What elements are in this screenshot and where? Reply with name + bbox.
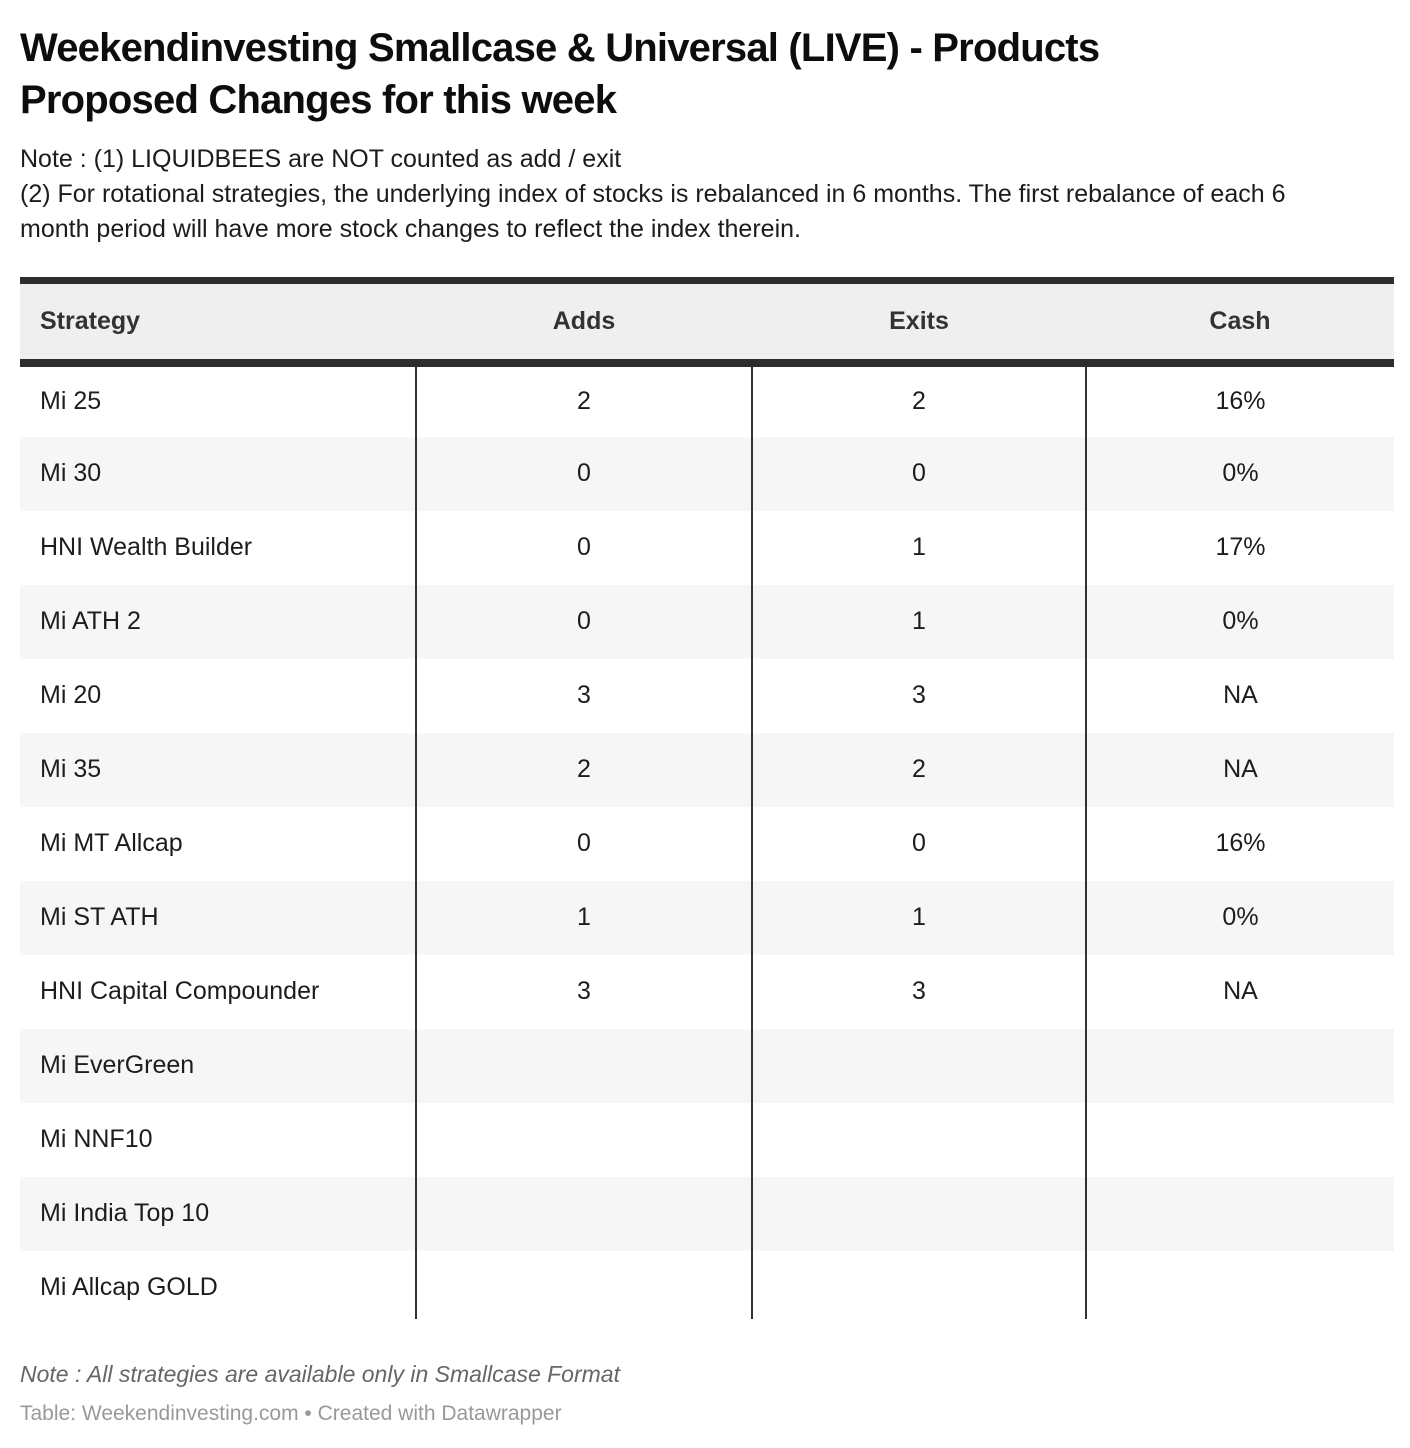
cell-exits: 3 bbox=[751, 658, 1086, 733]
table-row: HNI Capital Compounder 3 3 NA bbox=[20, 954, 1394, 1029]
cell-strategy: Mi 35 bbox=[20, 732, 416, 807]
cell-cash: 0% bbox=[1085, 880, 1394, 955]
note-rotational: (2) For rotational strategies, the under… bbox=[20, 180, 1286, 243]
table-header: Strategy Adds Exits Cash bbox=[20, 277, 1394, 367]
cell-exits: 1 bbox=[751, 584, 1086, 659]
cell-adds: 3 bbox=[415, 658, 752, 733]
table-row: HNI Wealth Builder 0 1 17% bbox=[20, 510, 1394, 585]
cell-cash: 0% bbox=[1085, 584, 1394, 659]
column-header-exits: Exits bbox=[752, 277, 1086, 367]
table-row: Mi 25 2 2 16% bbox=[20, 362, 1394, 437]
cell-exits: 1 bbox=[751, 510, 1086, 585]
table-row: Mi MT Allcap 0 0 16% bbox=[20, 806, 1394, 881]
cell-cash bbox=[1085, 1176, 1394, 1251]
cell-strategy: Mi 30 bbox=[20, 436, 416, 511]
cell-strategy: Mi Allcap GOLD bbox=[20, 1250, 416, 1319]
page-title-line-2: Proposed Changes for this week bbox=[20, 78, 617, 122]
cell-adds: 0 bbox=[415, 806, 752, 881]
table-row: Mi ST ATH 1 1 0% bbox=[20, 880, 1394, 955]
cell-exits bbox=[751, 1176, 1086, 1251]
cell-adds bbox=[415, 1176, 752, 1251]
cell-strategy: Mi MT Allcap bbox=[20, 806, 416, 881]
footer-note: Note : All strategies are available only… bbox=[20, 1361, 620, 1387]
attribution: Table: Weekendinvesting.com • Created wi… bbox=[20, 1402, 562, 1425]
cell-exits: 0 bbox=[751, 806, 1086, 881]
cell-strategy: HNI Wealth Builder bbox=[20, 510, 416, 585]
cell-adds: 0 bbox=[415, 584, 752, 659]
cell-adds: 3 bbox=[415, 954, 752, 1029]
cell-cash: 16% bbox=[1085, 362, 1394, 437]
cell-cash: 17% bbox=[1085, 510, 1394, 585]
table-row: Mi EverGreen bbox=[20, 1028, 1394, 1103]
cell-exits: 2 bbox=[751, 362, 1086, 437]
table-row: Mi India Top 10 bbox=[20, 1176, 1394, 1251]
cell-cash: 16% bbox=[1085, 806, 1394, 881]
table-header-row: Strategy Adds Exits Cash bbox=[20, 277, 1394, 367]
cell-exits: 3 bbox=[751, 954, 1086, 1029]
page-title: Weekendinvesting Smallcase & Universal (… bbox=[20, 22, 1392, 126]
table-row: Mi 20 3 3 NA bbox=[20, 658, 1394, 733]
cell-cash bbox=[1085, 1250, 1394, 1319]
cell-cash: NA bbox=[1085, 732, 1394, 807]
cell-strategy: HNI Capital Compounder bbox=[20, 954, 416, 1029]
cell-adds: 2 bbox=[415, 362, 752, 437]
cell-adds bbox=[415, 1028, 752, 1103]
page-title-line-1: Weekendinvesting Smallcase & Universal (… bbox=[20, 26, 1100, 70]
cell-cash: NA bbox=[1085, 658, 1394, 733]
cell-exits bbox=[751, 1250, 1086, 1319]
cell-exits: 2 bbox=[751, 732, 1086, 807]
cell-cash: 0% bbox=[1085, 436, 1394, 511]
cell-exits: 0 bbox=[751, 436, 1086, 511]
cell-strategy: Mi India Top 10 bbox=[20, 1176, 416, 1251]
cell-strategy: Mi ST ATH bbox=[20, 880, 416, 955]
cell-adds bbox=[415, 1102, 752, 1177]
cell-exits bbox=[751, 1028, 1086, 1103]
cell-adds: 0 bbox=[415, 436, 752, 511]
cell-adds: 0 bbox=[415, 510, 752, 585]
cell-strategy: Mi NNF10 bbox=[20, 1102, 416, 1177]
column-header-strategy: Strategy bbox=[20, 277, 416, 367]
table-row: Mi NNF10 bbox=[20, 1102, 1394, 1177]
table-row: Mi Allcap GOLD bbox=[20, 1250, 1394, 1319]
cell-adds bbox=[415, 1250, 752, 1319]
header-notes: Note : (1) LIQUIDBEES are NOT counted as… bbox=[20, 142, 1360, 247]
cell-cash bbox=[1085, 1028, 1394, 1103]
data-table: Strategy Adds Exits Cash Mi 25 2 2 16% M… bbox=[20, 277, 1394, 1319]
cell-cash: NA bbox=[1085, 954, 1394, 1029]
cell-strategy: Mi 20 bbox=[20, 658, 416, 733]
cell-strategy: Mi EverGreen bbox=[20, 1028, 416, 1103]
cell-adds: 2 bbox=[415, 732, 752, 807]
table-body: Mi 25 2 2 16% Mi 30 0 0 0% HNI Wealth Bu… bbox=[20, 362, 1394, 1319]
data-table-container: Strategy Adds Exits Cash Mi 25 2 2 16% M… bbox=[20, 277, 1394, 1319]
note-liquidbees: Note : (1) LIQUIDBEES are NOT counted as… bbox=[20, 145, 622, 173]
cell-exits bbox=[751, 1102, 1086, 1177]
cell-strategy: Mi 25 bbox=[20, 362, 416, 437]
column-header-cash: Cash bbox=[1086, 277, 1394, 367]
cell-adds: 1 bbox=[415, 880, 752, 955]
cell-strategy: Mi ATH 2 bbox=[20, 584, 416, 659]
table-row: Mi 30 0 0 0% bbox=[20, 436, 1394, 511]
table-row: Mi ATH 2 0 1 0% bbox=[20, 584, 1394, 659]
column-header-adds: Adds bbox=[416, 277, 752, 367]
cell-cash bbox=[1085, 1102, 1394, 1177]
table-row: Mi 35 2 2 NA bbox=[20, 732, 1394, 807]
cell-exits: 1 bbox=[751, 880, 1086, 955]
